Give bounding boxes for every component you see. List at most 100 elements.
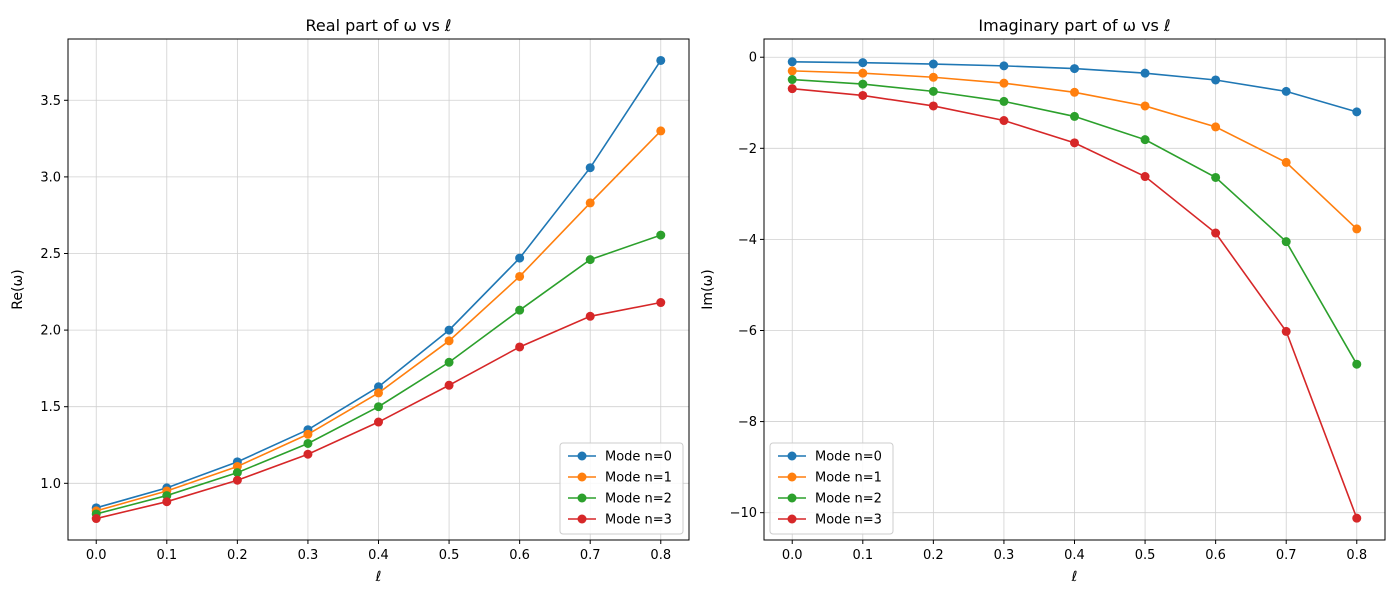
chart-1-x-tick-label: 0.0 [86,548,107,563]
chart-2-legend-label-n1: Mode n=1 [815,471,882,486]
chart-1-series-n2-point [515,305,525,315]
chart-1-series-n1-point [444,336,454,346]
chart-1-y-tick-label: 1.0 [40,477,61,492]
chart-1-legend: Mode n=0 Mode n=1 Mode n=2 Mode n=3 [559,442,684,535]
chart-1-series-n3-point [374,417,383,427]
chart-2-legend-marker-n0 [787,451,797,461]
chart-2-series-n0-point [1070,64,1079,74]
chart-1-series-n1-point [515,271,525,281]
chart-1-legend-label-n2: Mode n=2 [605,492,672,507]
chart-2-x-tick-label: 0.0 [782,548,803,563]
chart-1-title: Real part of ω vs ℓ [306,16,452,35]
chart-1: 0.0 0.1 0.2 0.3 0.4 0.5 0.6 0.7 0.8 1.0 1.5 2.0 2.5 3… [10,16,690,585]
chart-2-legend-label-n3: Mode n=3 [815,513,882,528]
chart-1-series-n3-point [303,449,313,459]
chart-2-series-n0-point [787,57,797,67]
chart-1-x-tick-label: 0.1 [156,548,177,563]
chart-2-x-tick-label: 0.8 [1346,548,1367,563]
chart-2-x-tick-label: 0.4 [1064,548,1085,563]
chart-2-legend-marker-n2 [787,493,797,503]
chart-1-legend-marker-n2 [577,493,587,503]
chart-2-y-tick-label: −6 [738,324,757,339]
chart-2-series-n3-point [1211,228,1221,238]
chart-1-series-n2-point [444,357,454,367]
chart-2-y-tick-label: −4 [738,233,757,248]
chart-1-legend-marker-n1 [577,472,587,482]
chart-2-x-tick-label: 0.3 [994,548,1015,563]
chart-1-x-tick-label: 0.2 [227,548,248,563]
chart-1-legend-marker-n3 [577,514,587,524]
chart-2-legend: Mode n=0 Mode n=1 Mode n=2 Mode n=3 [769,442,894,535]
chart-2-y-tick-label: −10 [730,506,757,521]
chart-2-series-n0-point [928,59,938,69]
chart-1-legend-label-n1: Mode n=1 [605,471,672,486]
chart-1-series-n2-point [303,438,313,448]
chart-1-series-n3-point [232,475,242,485]
chart-2-series-n2-point [928,86,938,96]
chart-2-series-n0-point [858,58,868,68]
chart-1-plot-frame [67,38,690,541]
chart-1-series-n3-point [162,497,172,507]
chart-1-series-n1-point [656,126,666,136]
chart-2-series-n1-point [787,66,797,76]
chart-2-x-tick-label: 0.2 [923,548,944,563]
chart-2-series-n1-point [1281,157,1291,167]
chart-2-series-n2-point [787,75,797,85]
chart-2-series-n2-point [858,79,868,89]
chart-1-series-n2-point [374,402,383,412]
chart-2-legend-label-n2: Mode n=2 [815,492,882,507]
chart-2-series-n3-point [1070,138,1079,148]
chart-2-y-tick-label: 0 [749,51,757,66]
chart-2-y-tick-label: −8 [738,415,757,430]
chart-1-x-tick-label: 0.8 [650,548,671,563]
chart-2-series-n3-point [1352,513,1362,523]
chart-2-legend-box [769,442,894,535]
chart-2-legend-label-n0: Mode n=0 [815,450,882,465]
chart-2-y-axis-label: Im(ω) [700,269,716,309]
chart-1-x-axis-label: ℓ [375,569,382,585]
chart-1-y-tick-label: 3.5 [40,94,61,109]
chart-1-legend-label-n0: Mode n=0 [605,450,672,465]
chart-2: 0.0 0.1 0.2 0.3 0.4 0.5 0.6 0.7 0.8 0 −2 −4 −6 −8 −10 I… [700,16,1386,585]
chart-1-series-n1-point [585,198,595,208]
chart-1-series-n3-point [515,342,525,352]
chart-1-series-n3-point [585,311,595,321]
chart-1-x-tick-label: 0.5 [439,548,460,563]
chart-1-series-n0-point [444,325,454,335]
chart-2-series-n1-point [1211,122,1221,132]
chart-1-series-n0-point [656,55,666,65]
chart-2-series-n1-point [1070,87,1079,97]
chart-2-series-n3-point [1281,326,1291,336]
chart-2-legend-marker-n3 [787,514,797,524]
chart-2-series-n2-point [1281,237,1291,247]
chart-1-legend-label-n3: Mode n=3 [605,513,672,528]
chart-1-series-n1-point [303,429,313,439]
chart-1-series-n3-point [656,298,666,308]
chart-1-y-tick-label: 1.5 [40,400,61,415]
chart-1-x-tick-label: 0.6 [509,548,530,563]
chart-2-series-n0-point [1352,107,1362,117]
chart-1-legend-marker-n0 [577,451,587,461]
chart-2-series-n0-point [1140,68,1150,78]
chart-2-series-n3-point [999,116,1009,126]
chart-2-series-n3-point [928,101,938,111]
chart-2-y-tick-label: −2 [738,142,757,157]
chart-1-series-n3-point [91,514,101,524]
chart-2-series-n0-point [999,61,1009,71]
chart-2-series-n1-point [858,68,868,78]
chart-2-title: Imaginary part of ω vs ℓ [978,16,1170,35]
chart-1-series-n2-point [232,468,242,478]
chart-2-series-n3-point [1140,172,1150,182]
chart-2-plot-frame [763,38,1386,541]
chart-2-series-n2-point [1352,359,1362,369]
chart-1-series-n3-point [444,380,454,390]
chart-1-y-axis-label: Re(ω) [10,269,26,309]
chart-1-y-tick-label: 2.5 [40,247,61,262]
chart-2-series-n0-point [1281,86,1291,96]
chart-1-legend-box [559,442,684,535]
chart-1-series-n0-point [585,163,595,173]
chart-2-legend-marker-n1 [787,472,797,482]
chart-2-series-n0-point [1211,75,1221,85]
